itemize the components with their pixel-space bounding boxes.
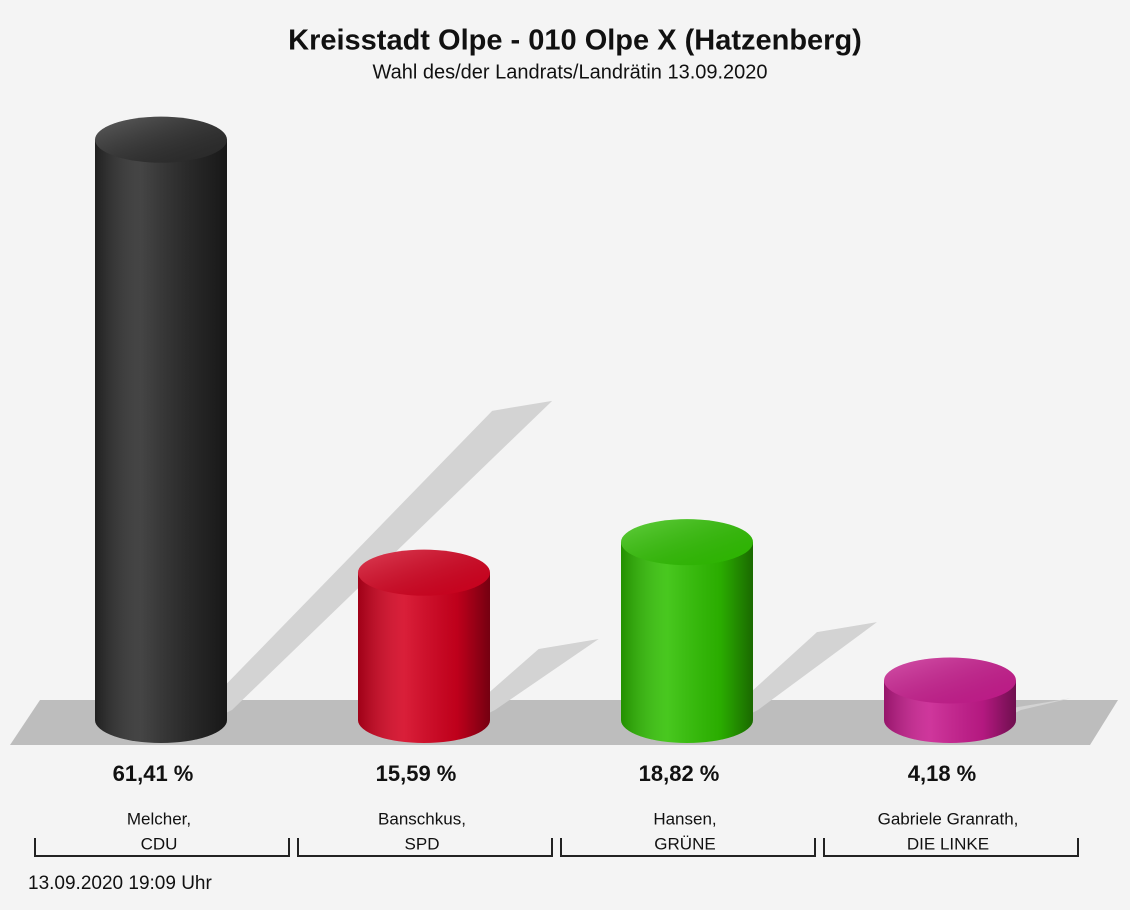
bar-top-shading bbox=[884, 657, 1016, 704]
bar-top-shading bbox=[95, 116, 227, 163]
party-label: SPD bbox=[405, 834, 440, 853]
floor bbox=[10, 700, 1118, 745]
bar-top-shading bbox=[358, 549, 490, 596]
category-bracket bbox=[560, 838, 816, 857]
footer: 13.09.2020 19:09 Uhr bbox=[28, 873, 212, 894]
value-label: 18,82 % bbox=[639, 761, 720, 786]
category-bracket bbox=[34, 838, 290, 857]
category-label: Gabriele Granrath, bbox=[878, 809, 1019, 828]
value-label: 4,18 % bbox=[908, 761, 977, 786]
value-label: 61,41 % bbox=[113, 761, 194, 786]
bar-top-shading bbox=[621, 519, 753, 566]
chart-subtitle: Wahl des/der Landrats/Landrätin 13.09.20… bbox=[372, 61, 767, 83]
category-label: Melcher, bbox=[127, 809, 191, 828]
bar-shading bbox=[621, 542, 753, 743]
bar-shading bbox=[95, 139, 227, 743]
category-bracket bbox=[823, 838, 1079, 857]
value-label: 15,59 % bbox=[376, 761, 457, 786]
party-label: DIE LINKE bbox=[907, 834, 989, 853]
party-label: GRÜNE bbox=[654, 834, 715, 853]
party-label: CDU bbox=[141, 834, 178, 853]
category-label: Hansen, bbox=[653, 809, 716, 828]
chart-title: Kreisstadt Olpe - 010 Olpe X (Hatzenberg… bbox=[288, 25, 862, 57]
category-label: Banschkus, bbox=[378, 809, 466, 828]
bar-shading bbox=[358, 572, 490, 743]
category-bracket bbox=[297, 838, 553, 857]
